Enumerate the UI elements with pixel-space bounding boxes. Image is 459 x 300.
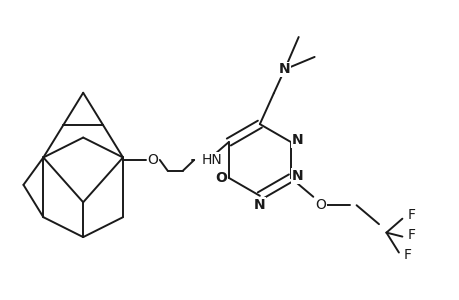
Text: F: F bbox=[403, 248, 411, 262]
Text: N: N bbox=[278, 62, 290, 76]
Text: HN: HN bbox=[201, 153, 221, 167]
Text: N: N bbox=[291, 169, 303, 183]
Text: O: O bbox=[314, 198, 325, 212]
Text: F: F bbox=[407, 228, 414, 242]
Text: N: N bbox=[291, 133, 303, 147]
Text: F: F bbox=[407, 208, 414, 222]
Text: O: O bbox=[214, 171, 226, 185]
Text: N: N bbox=[253, 198, 265, 212]
Text: O: O bbox=[147, 153, 158, 167]
